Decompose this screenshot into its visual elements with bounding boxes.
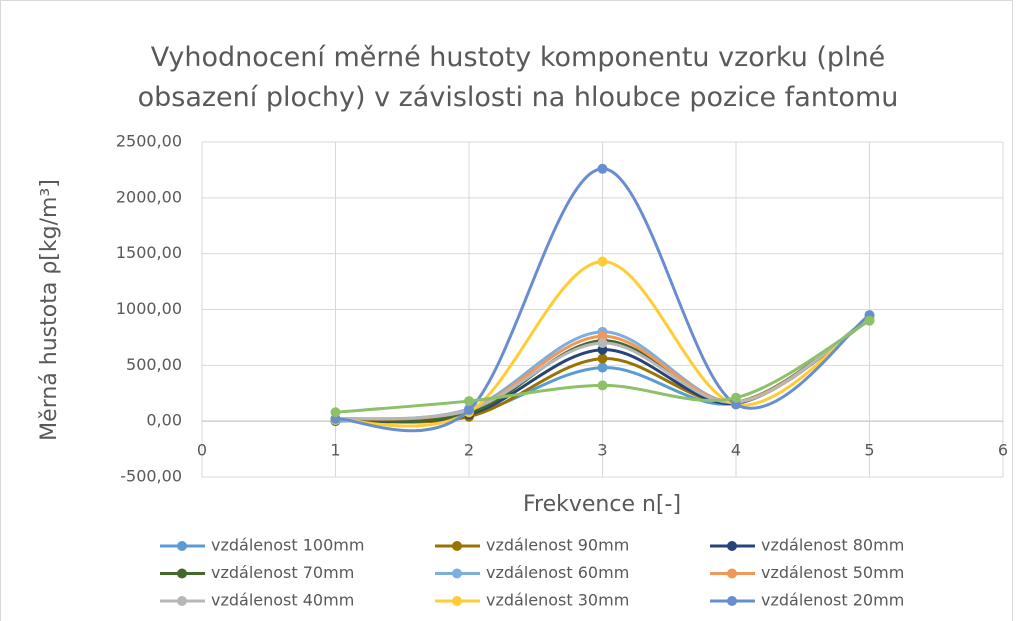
legend-marker (727, 568, 737, 579)
legend-label: vzdálenost 100mm (211, 536, 364, 555)
x-tick-label: 5 (864, 441, 874, 460)
legend-marker (177, 568, 187, 579)
data-point (597, 256, 608, 267)
x-axis-title: Frekvence n[-] (523, 492, 681, 517)
y-axis-title: Měrná hustota ρ[kg/m³] (37, 179, 62, 441)
y-tick-label: 2500,00 (116, 132, 182, 151)
legend-label: vzdálenost 80mm (761, 536, 904, 555)
y-tick-label: -500,00 (120, 467, 182, 486)
legend-label: vzdálenost 70mm (211, 563, 354, 582)
y-tick-label: 0,00 (146, 411, 182, 430)
legend-marker (452, 541, 462, 551)
y-tick-label: 1000,00 (116, 299, 182, 318)
legend-label: vzdálenost 50mm (761, 563, 904, 582)
chart-title: Vyhodnocení měrné hustoty komponentu vzo… (137, 42, 899, 113)
x-tick-label: 2 (464, 441, 474, 460)
legend-marker (727, 541, 737, 551)
legend-marker (452, 596, 462, 606)
legend-label: vzdálenost 60mm (486, 563, 629, 582)
y-tick-label: 500,00 (126, 355, 182, 374)
data-point (464, 396, 474, 407)
legend-label: vzdálenost 90mm (486, 536, 629, 555)
legend-label: vzdálenost 20mm (761, 591, 904, 610)
legend-label: vzdálenost 40mm (211, 591, 354, 610)
data-point (597, 338, 608, 348)
legend-marker (177, 541, 187, 551)
data-point (597, 163, 608, 174)
x-tick-label: 4 (731, 441, 741, 460)
legend-marker (727, 596, 737, 606)
chart-border (0, 0, 1013, 621)
x-tick-label: 3 (597, 441, 607, 460)
x-tick-label: 6 (998, 441, 1008, 460)
legend-label: vzdálenost 30mm (486, 591, 629, 610)
legend-marker (452, 568, 462, 579)
data-point (864, 315, 875, 326)
data-point (597, 362, 608, 373)
data-point (597, 380, 608, 391)
legend-marker (177, 596, 187, 606)
data-point (731, 392, 741, 403)
x-tick-label: 0 (197, 441, 207, 460)
data-point (464, 405, 474, 415)
y-tick-label: 1500,00 (116, 243, 182, 262)
data-point (597, 353, 608, 364)
data-point (330, 407, 341, 418)
x-tick-label: 1 (330, 441, 340, 460)
y-tick-label: 2000,00 (116, 187, 182, 206)
